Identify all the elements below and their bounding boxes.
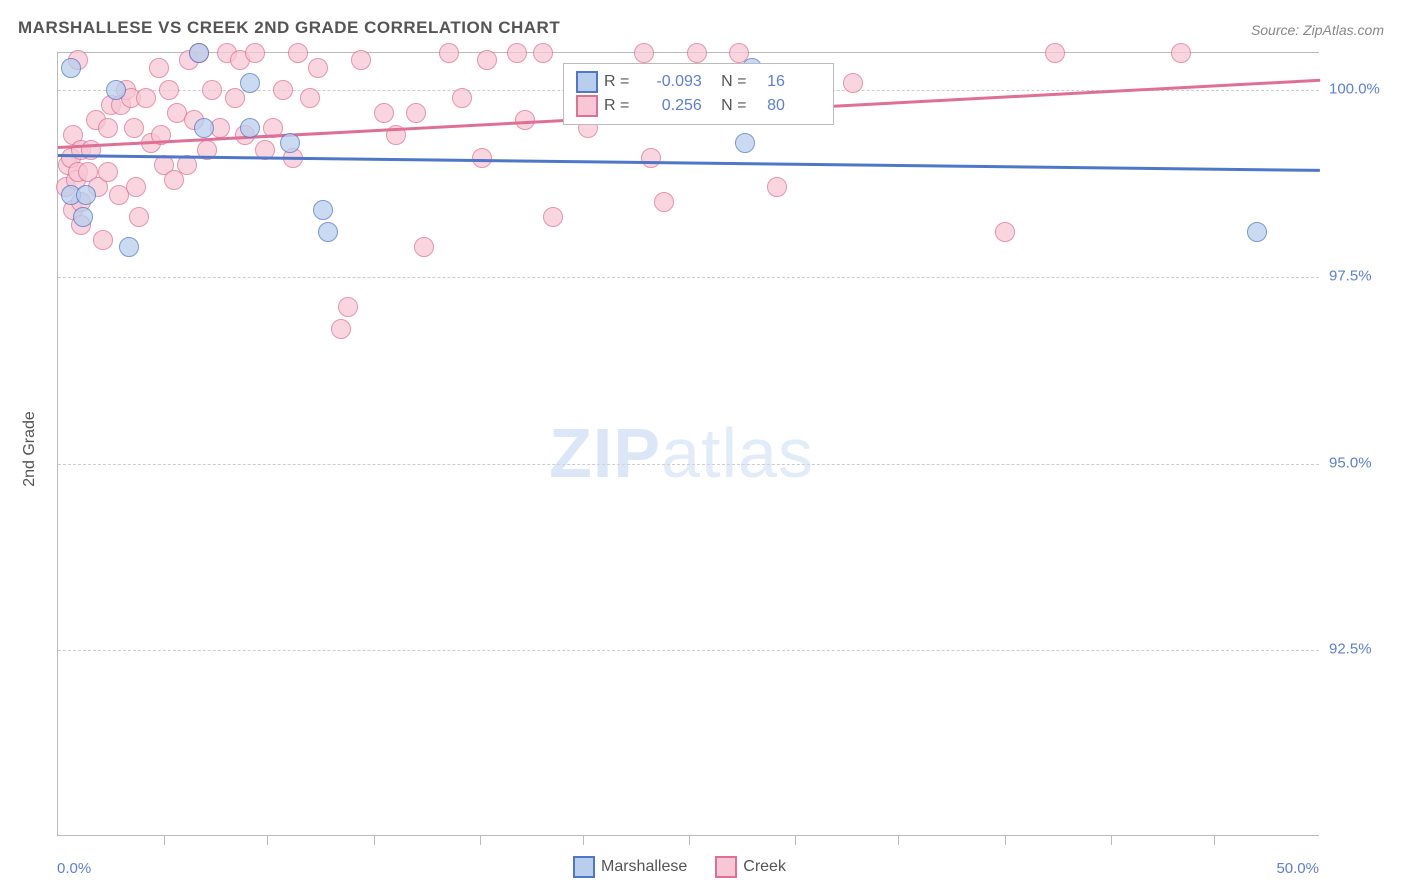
creek-point [159,80,179,100]
creek-point [300,88,320,108]
creek-point [331,319,351,339]
creek-point [374,103,394,123]
y-tick-label: 100.0% [1329,81,1380,98]
creek-point [202,80,222,100]
marshallese-point [735,133,755,153]
creek-point [472,148,492,168]
stats-R-label: R = [604,70,634,94]
creek-point [406,103,426,123]
creek-legend-swatch [715,856,737,878]
creek-point [93,230,113,250]
marshallese-point [76,185,96,205]
creek-point [995,222,1015,242]
creek-point [288,43,308,63]
source-name: ZipAtlas.com [1303,22,1384,38]
marshallese-point [280,133,300,153]
creek-point [507,43,527,63]
gridline-h [58,277,1319,278]
x-tick-minor [795,835,796,845]
creek-point [439,43,459,63]
creek-point [126,177,146,197]
creek-swatch [576,95,598,117]
x-tick-minor [374,835,375,845]
marshallese-legend-swatch [573,856,595,878]
marshallese-point [189,43,209,63]
x-tick-minor [1005,835,1006,845]
x-tick-minor [1214,835,1215,845]
creek-point [414,237,434,257]
creek-legend-label: Creek [743,855,786,879]
x-tick-minor [267,835,268,845]
creek-point [477,50,497,70]
creek-point [533,43,553,63]
marshallese-point [106,80,126,100]
creek-point [843,73,863,93]
source-prefix: Source: [1251,22,1303,38]
stats-N-value: 16 [757,70,785,94]
x-tick-label: 0.0% [57,860,91,877]
source-attribution: Source: ZipAtlas.com [1251,22,1384,38]
legend-item-marshallese: Marshallese [573,855,687,879]
x-tick-minor [164,835,165,845]
creek-point [543,207,563,227]
creek-point [273,80,293,100]
marshallese-swatch [576,71,598,93]
scatter-plot-area [57,52,1319,836]
creek-point [687,43,707,63]
x-tick-minor [1111,835,1112,845]
marshallese-legend-label: Marshallese [601,855,687,879]
creek-point [129,207,149,227]
marshallese-point [313,200,333,220]
creek-point [338,297,358,317]
marshallese-point [240,118,260,138]
correlation-stats-box: R = -0.093 N = 16R = 0.256 N = 80 [563,63,834,125]
creek-point [308,58,328,78]
stats-R-value: -0.093 [640,70,702,94]
marshallese-trendline [58,154,1320,171]
x-tick-minor [689,835,690,845]
creek-point [452,88,472,108]
creek-point [124,118,144,138]
creek-point [98,162,118,182]
x-tick-minor [898,835,899,845]
creek-point [149,58,169,78]
creek-point [1045,43,1065,63]
marshallese-point [318,222,338,242]
creek-point [136,88,156,108]
stats-row-creek: R = 0.256 N = 80 [576,94,821,118]
y-tick-label: 95.0% [1329,454,1372,471]
y-axis-label: 2nd Grade [21,411,39,487]
marshallese-point [61,58,81,78]
stats-N-value: 80 [757,94,785,118]
marshallese-point [1247,222,1267,242]
creek-point [634,43,654,63]
y-tick-label: 97.5% [1329,268,1372,285]
marshallese-point [240,73,260,93]
stats-row-marshallese: R = -0.093 N = 16 [576,70,821,94]
creek-point [225,88,245,108]
creek-point [351,50,371,70]
gridline-h [58,464,1319,465]
x-tick-minor [583,835,584,845]
marshallese-point [73,207,93,227]
x-tick-label: 50.0% [1276,860,1319,877]
creek-point [245,43,265,63]
creek-point [654,192,674,212]
stats-R-value: 0.256 [640,94,702,118]
creek-point [98,118,118,138]
stats-N-label: N = [708,70,751,94]
stats-R-label: R = [604,94,634,118]
stats-N-label: N = [708,94,751,118]
gridline-h [58,650,1319,651]
creek-point [767,177,787,197]
x-tick-minor [480,835,481,845]
chart-title: MARSHALLESE VS CREEK 2ND GRADE CORRELATI… [18,18,560,38]
marshallese-point [194,118,214,138]
y-tick-label: 92.5% [1329,641,1372,658]
creek-point [641,148,661,168]
creek-point [1171,43,1191,63]
marshallese-point [119,237,139,257]
series-legend: Marshallese Creek [573,855,786,879]
legend-item-creek: Creek [715,855,786,879]
